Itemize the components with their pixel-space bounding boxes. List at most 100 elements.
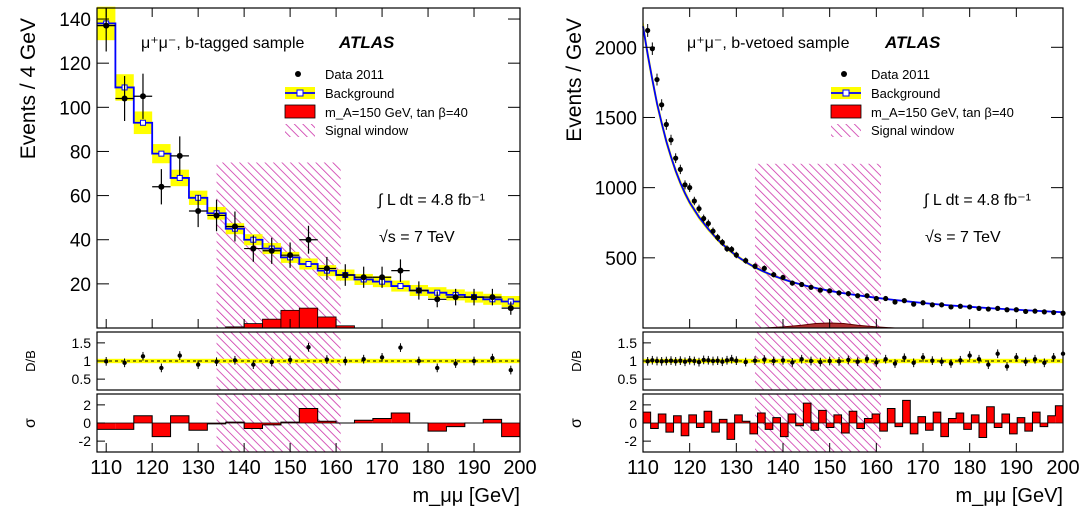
pull-bar: [1040, 423, 1048, 427]
pull-bar: [1047, 415, 1056, 423]
data-marker: [1004, 307, 1010, 313]
y-tick-label: 60: [70, 187, 91, 208]
ratio-point: [687, 355, 692, 365]
x-tick-label: 130: [720, 457, 753, 479]
data-marker: [929, 302, 935, 308]
ratio-marker: [673, 359, 678, 364]
ratio-marker: [1014, 355, 1019, 360]
pull-bar: [872, 413, 880, 423]
data-marker: [195, 208, 202, 215]
data-point: [354, 266, 373, 288]
ratio-point: [948, 359, 954, 368]
data-point: [780, 274, 786, 281]
pull-bar: [788, 413, 796, 423]
data-point: [771, 271, 777, 278]
background-marker: [158, 150, 165, 157]
pull-bar: [1032, 412, 1041, 423]
pull-bar: [917, 416, 926, 423]
ratio-marker: [650, 358, 655, 363]
data-marker: [808, 284, 814, 290]
pull-bar: [933, 412, 941, 423]
pull-axis-label: σ: [568, 418, 585, 428]
ratio-marker: [1042, 360, 1047, 366]
ratio-marker: [701, 357, 706, 363]
ratio-axis-label: D/B: [23, 350, 38, 372]
ratio-point: [696, 357, 702, 367]
ratio-marker: [103, 359, 109, 364]
data-point: [808, 284, 814, 290]
y-tick-label: 80: [70, 142, 91, 163]
data-marker: [176, 152, 183, 159]
ratio-marker: [1004, 364, 1010, 369]
pull-bar: [188, 423, 208, 431]
ratio-point: [958, 355, 963, 365]
pull-bar: [262, 423, 281, 425]
pull-bar: [856, 423, 865, 429]
pull-bar: [372, 418, 392, 423]
ratio-point: [177, 351, 182, 360]
pull-bar: [428, 423, 447, 432]
ratio-point: [808, 356, 814, 366]
ratio-point: [471, 356, 477, 366]
ratio-point: [752, 356, 758, 365]
ratio-point: [159, 363, 164, 373]
pull-bar: [879, 423, 888, 432]
ratio-marker: [724, 358, 730, 363]
pull-bar: [719, 419, 727, 423]
pull-bar: [244, 423, 263, 429]
ratio-point: [864, 354, 870, 364]
data-point: [836, 290, 842, 296]
data-point: [280, 242, 300, 268]
ratio-point: [678, 356, 683, 365]
data-marker: [659, 102, 665, 108]
pull-bar: [1009, 423, 1018, 434]
ratio-point: [490, 353, 495, 363]
ratio-point: [771, 356, 776, 366]
ratio-marker: [122, 360, 127, 366]
data-marker: [342, 272, 349, 279]
ratio-y-tick-label: 1.5: [618, 335, 638, 351]
data-marker: [995, 305, 1001, 311]
pull-bar: [910, 423, 918, 434]
pull-bar: [643, 412, 651, 423]
y-tick-label: 20: [70, 275, 91, 296]
data-point: [207, 199, 226, 232]
x-tick-label: 130: [181, 457, 214, 479]
ratio-point: [251, 360, 256, 369]
luminosity-label: ∫ L dt = 4.8 fb⁻¹: [377, 192, 485, 209]
pull-bar: [317, 421, 337, 423]
data-point: [317, 256, 337, 280]
ratio-point: [416, 356, 422, 366]
data-marker: [1041, 309, 1047, 315]
pull-bar: [1055, 405, 1063, 423]
ratio-point: [836, 357, 842, 366]
data-point: [696, 204, 702, 213]
y-tick-label: 140: [59, 10, 91, 31]
pull-bar: [749, 423, 758, 434]
pull-bar: [97, 423, 116, 430]
ratio-marker: [490, 355, 495, 361]
pull-bar: [1001, 413, 1010, 423]
legend: Data 2011 Background m_A=150 GeV, tan β=40…: [830, 67, 1014, 138]
ratio-marker: [269, 359, 274, 365]
data-point: [446, 288, 465, 306]
x-tick-label: 160: [319, 457, 352, 479]
ratio-axis-label: D/B: [569, 350, 584, 372]
data-marker: [705, 220, 711, 227]
ratio-marker: [306, 345, 311, 350]
data-point: [391, 259, 410, 282]
pull-bar: [772, 417, 781, 423]
legend-window-label: Signal window: [871, 123, 955, 138]
x-tick-label: 190: [457, 457, 490, 479]
data-point: [649, 42, 655, 55]
data-marker: [663, 121, 669, 128]
signal-bar: [298, 307, 319, 329]
ratio-y-tick-label: 1: [83, 353, 91, 369]
ratio-point: [664, 356, 669, 366]
data-marker: [1013, 307, 1019, 313]
data-marker: [121, 95, 128, 102]
pull-y-tick-label: 0: [83, 415, 91, 431]
y-tick-label: 1500: [595, 108, 637, 129]
data-point: [668, 134, 674, 146]
